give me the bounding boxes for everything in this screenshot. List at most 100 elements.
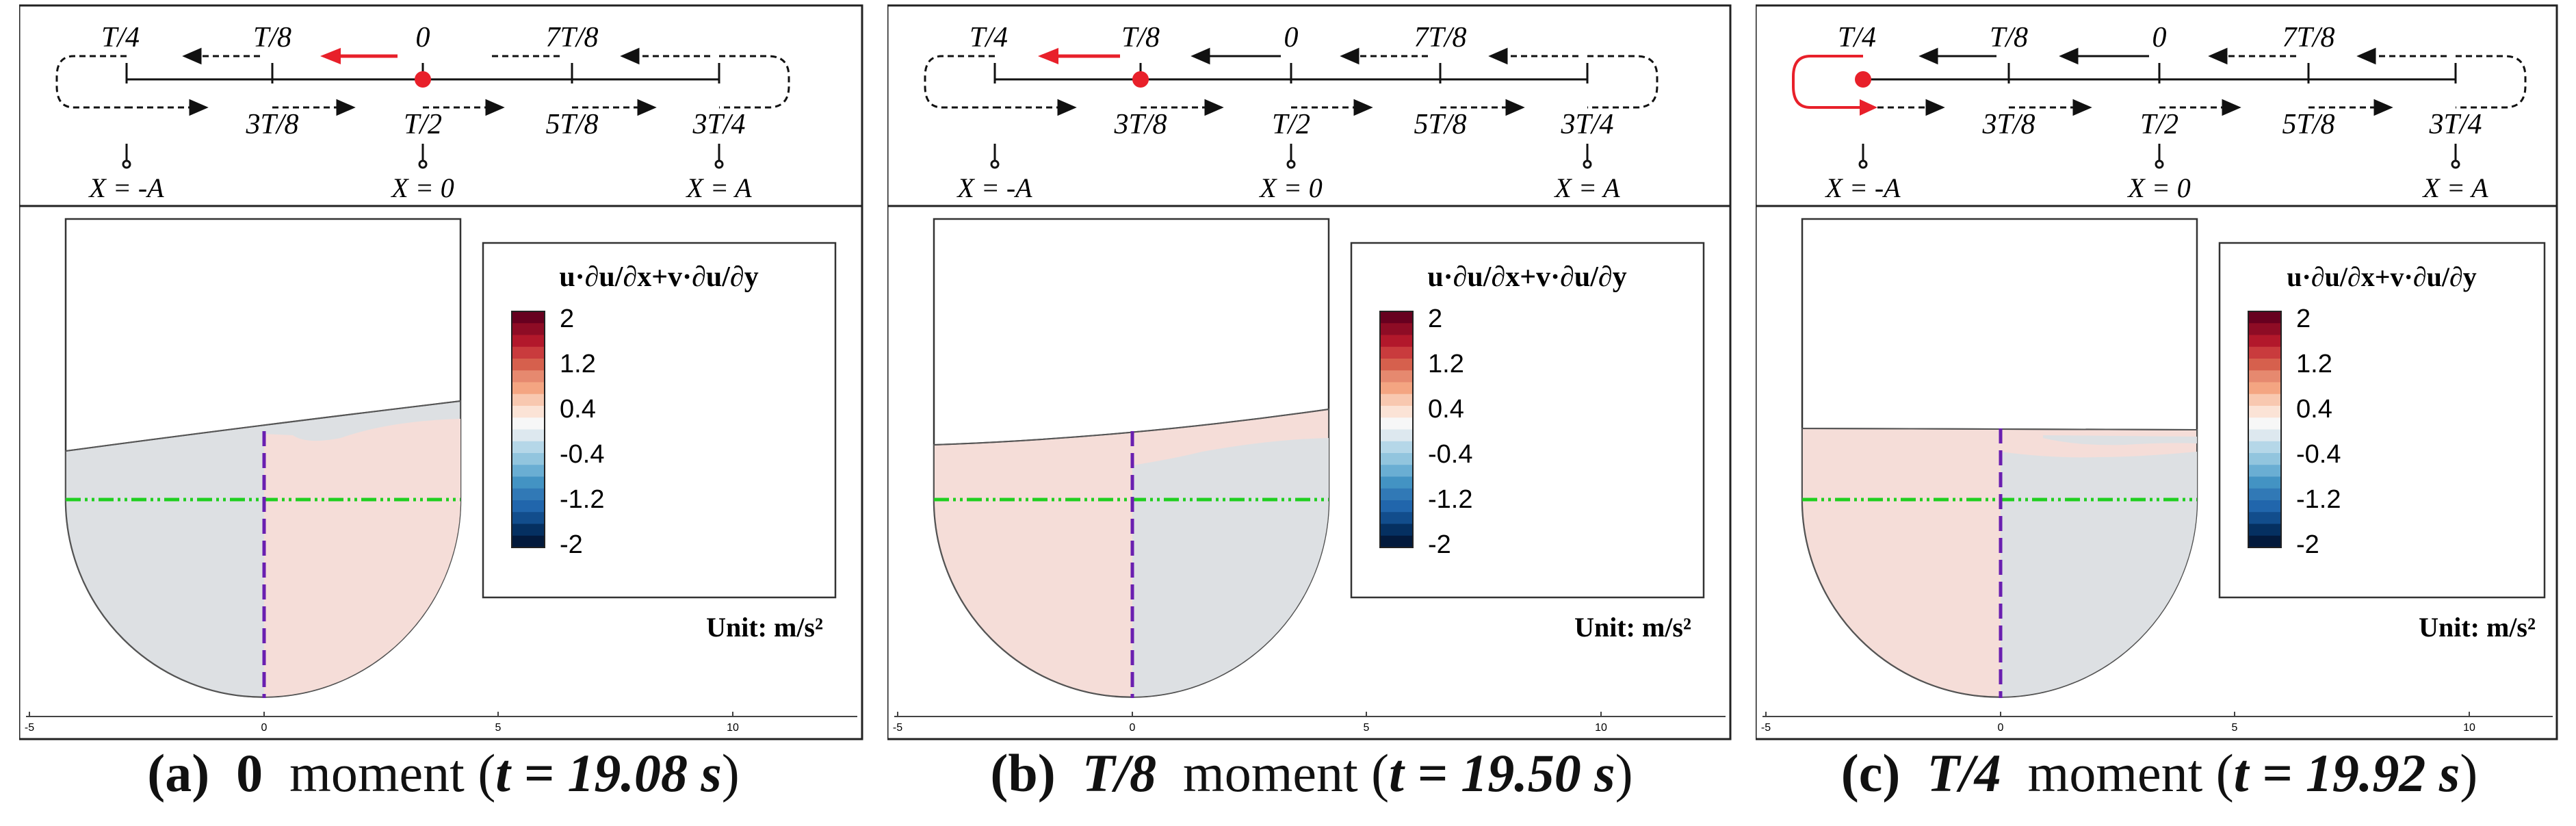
- legend-label-1: 1.2: [1428, 350, 1464, 378]
- colorbar-swatch: [512, 323, 545, 336]
- caption-time: t = 19.08 s: [495, 743, 722, 803]
- colorbar-swatch: [512, 488, 545, 501]
- label-top-1: T/8: [1990, 22, 2028, 53]
- colorbar-swatch: [2248, 417, 2281, 430]
- colorbar-swatch: [2248, 393, 2281, 406]
- colorbar-swatch: [512, 406, 545, 418]
- colorbar-swatch: [2248, 346, 2281, 359]
- colorbar-swatch: [1380, 370, 1413, 383]
- colorbar-swatch: [1380, 417, 1413, 430]
- legend-unit: Unit: m/s²: [2419, 612, 2536, 643]
- label-bottom-0: 3T/8: [1981, 109, 2035, 140]
- colorbar-swatch: [1380, 359, 1413, 371]
- motion-scheme-box: [887, 4, 1732, 207]
- legend-label-5: -2: [1428, 530, 1451, 559]
- colorbar-swatch: [2248, 488, 2281, 501]
- tick-3: 10: [727, 722, 739, 734]
- legend-label-2: 0.4: [560, 395, 596, 424]
- legend-label-5: -2: [560, 530, 583, 559]
- colorbar-swatch: [2248, 311, 2281, 324]
- legend-label-3: -0.4: [1428, 440, 1472, 469]
- motion-scheme-box: [19, 4, 863, 207]
- colorbar-swatch: [2248, 465, 2281, 478]
- colorbar-swatch: [2248, 512, 2281, 525]
- label-x-a: X = A: [685, 172, 752, 203]
- label-top-3: 7T/8: [1414, 22, 1466, 53]
- colorbar-swatch: [1380, 441, 1413, 454]
- label-x-a: X = A: [1553, 172, 1620, 203]
- tick-3: 10: [2463, 722, 2475, 734]
- top-arrows: [182, 47, 710, 65]
- loop-right: [1587, 55, 1658, 109]
- label-top-1: T/8: [253, 22, 291, 53]
- legend-title: u·∂u/∂x+v·∂u/∂y: [1427, 261, 1626, 293]
- current-position-marker: [415, 71, 431, 88]
- panel-graphic: T/4 T/8 0 7T/8 3T/8 T/2 5T/8 3T/4 X = -A…: [1756, 4, 2558, 740]
- label-bottom-2: 5T/8: [545, 109, 598, 140]
- current-position-marker: [1132, 71, 1149, 88]
- legend-label-3: -0.4: [2296, 440, 2341, 469]
- colorbar-swatch: [1380, 393, 1413, 406]
- label-top-0: T/4: [970, 22, 1008, 53]
- legend-title: u·∂u/∂x+v·∂u/∂y: [559, 261, 758, 293]
- label-top-2: 0: [2152, 22, 2167, 53]
- colorbar-swatch: [2248, 335, 2281, 348]
- colorbar-swatch: [2248, 441, 2281, 454]
- colorbar-swatch: [512, 335, 545, 348]
- colorbar-swatch: [1380, 429, 1413, 442]
- fluid-negative-region: [1132, 438, 1329, 697]
- label-bottom-1: T/2: [2140, 109, 2178, 140]
- colorbar-swatch: [2248, 500, 2281, 513]
- legend-title: u·∂u/∂x+v·∂u/∂y: [2287, 261, 2477, 292]
- tick-0: -5: [893, 722, 902, 734]
- colorbar: [511, 311, 545, 548]
- tick-2: 5: [495, 722, 502, 734]
- colorbar-swatch: [1380, 465, 1413, 478]
- colorbar-swatch: [512, 500, 545, 513]
- colorbar-swatch: [1380, 488, 1413, 501]
- legend-label-4: -1.2: [560, 485, 604, 514]
- current-arrow: [320, 48, 398, 64]
- caption-phase: T/8: [1082, 743, 1157, 803]
- tick-1: 0: [261, 722, 268, 734]
- colorbar-swatch: [2248, 323, 2281, 336]
- label-x-neg-a: X = -A: [88, 172, 164, 203]
- label-x-neg-a: X = -A: [956, 172, 1032, 203]
- legend-label-4: -1.2: [1428, 485, 1472, 514]
- colorbar-border: [1379, 311, 1414, 548]
- colorbar-swatch: [1380, 323, 1413, 336]
- tick-3: 10: [1595, 722, 1607, 734]
- legend-label-2: 0.4: [2296, 395, 2332, 424]
- legend-label-5: -2: [2296, 530, 2319, 559]
- label-x-zero: X = 0: [2126, 172, 2190, 203]
- colorbar-swatch: [512, 382, 545, 395]
- colorbar-swatch: [512, 524, 545, 537]
- colorbar-swatch: [1380, 406, 1413, 418]
- top-arrows: [1191, 47, 1578, 65]
- colorbar-border: [2248, 311, 2282, 548]
- label-bottom-0: 3T/8: [1113, 109, 1167, 140]
- caption-moment: moment: [2027, 743, 2203, 803]
- colorbar-swatch: [512, 535, 545, 548]
- colorbar-swatch: [2248, 406, 2281, 418]
- bottom-arrows: [995, 99, 1525, 116]
- panel-a: T/4 T/8 0 7T/8 3T/8 T/2 5T/8 3T/4 X = -A…: [19, 0, 868, 826]
- label-bottom-0: 3T/8: [245, 109, 298, 140]
- colorbar-swatch: [512, 453, 545, 465]
- bottom-arrows: [1877, 99, 2393, 116]
- label-bottom-2: 5T/8: [1414, 109, 1466, 140]
- caption-letter: (b): [990, 743, 1056, 803]
- colorbar: [1379, 311, 1414, 548]
- label-top-0: T/4: [101, 22, 140, 53]
- caption-letter: (c): [1840, 743, 1901, 803]
- panel-caption: (c) T/4 moment (t = 19.92 s): [1840, 743, 2478, 803]
- colorbar-swatch: [1380, 500, 1413, 513]
- label-bottom-3: 3T/4: [692, 109, 745, 140]
- caption-time: t = 19.50 s: [1389, 743, 1615, 803]
- colorbar-swatch: [1380, 382, 1413, 395]
- colorbar-swatch: [512, 311, 545, 324]
- caption-phase: 0: [236, 743, 263, 803]
- tick-2: 5: [2232, 722, 2238, 734]
- colorbar-swatch: [1380, 476, 1413, 489]
- tick-1: 0: [1130, 722, 1136, 734]
